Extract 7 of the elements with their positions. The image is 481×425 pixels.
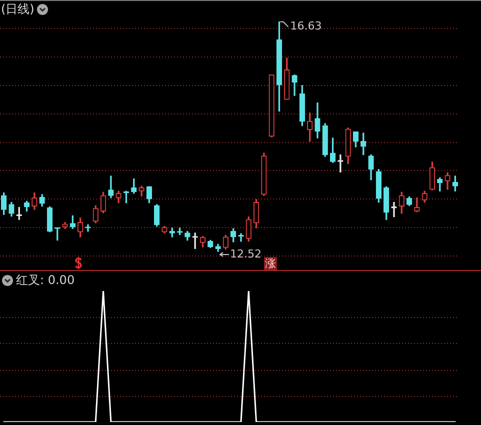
- chart-title: (日线): [1, 2, 34, 16]
- chart-title: 红叉: 0.00: [16, 273, 75, 287]
- candlestick: [338, 154, 344, 172]
- candlestick: [192, 232, 198, 249]
- annotation: 16.63: [290, 20, 322, 33]
- annotation: 涨: [264, 257, 277, 270]
- annotation: 12.52: [230, 247, 262, 260]
